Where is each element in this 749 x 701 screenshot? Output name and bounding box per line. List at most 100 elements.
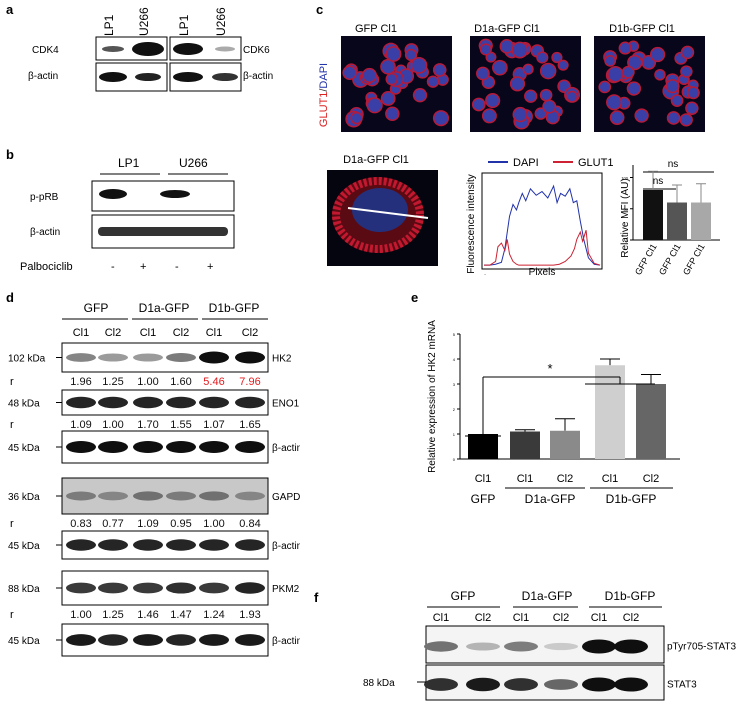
blot-band	[66, 441, 96, 453]
e-xtick: Cl2	[643, 473, 660, 485]
e-group-label: D1a-GFP	[525, 492, 576, 506]
profile-legend: DAPI GLUT1	[488, 157, 613, 169]
profile-series-dapi	[484, 184, 601, 266]
mfi-ylabel: Relative MFI (AU)	[620, 178, 631, 257]
e-ytick: 4	[453, 357, 456, 362]
panel-c: c GFP Cl1 D1a-GFP Cl1 D1b-GFP Cl1 GLUT1/…	[316, 2, 720, 275]
cell-nucleus-dot	[537, 52, 547, 63]
blot-protein-label: ENO1	[272, 399, 300, 410]
side-label-text: GLUT1/DAPI	[318, 63, 330, 127]
cell-nucleus-dot	[363, 69, 376, 82]
blot-band	[582, 677, 616, 692]
panel-letter-a: a	[6, 2, 14, 17]
group-label: LP1	[118, 156, 140, 170]
blot-protein-label: pTyr705-STAT3	[667, 642, 737, 653]
panel-f: f GFP D1a-GFP D1b-GFP Cl1 Cl2 Cl1 Cl2 Cl1 Cl2 pTy…	[314, 589, 737, 701]
blot-band	[235, 539, 265, 551]
cell-nucleus-dot	[559, 61, 568, 70]
e-ytick: 3	[453, 382, 456, 387]
blot-band	[544, 642, 578, 651]
panel-d: d GFP D1a-GFP D1b-GFP Cl1 Cl2 Cl1 Cl2 Cl1 Cl2 10…	[6, 290, 300, 657]
blot-band	[582, 639, 616, 654]
side-label: GLUT1/DAPI	[318, 63, 330, 127]
blot-band	[133, 396, 163, 409]
blot-band	[235, 396, 265, 409]
treatment-sign: -	[175, 261, 179, 273]
blot-band	[98, 491, 128, 501]
blot-band	[166, 582, 196, 594]
blot-band	[199, 491, 229, 501]
cell-nucleus-dot	[473, 99, 485, 110]
blot-frame	[61, 530, 269, 560]
cell-nucleus-dot	[672, 95, 682, 106]
cell-nucleus-dot	[525, 91, 536, 102]
blot-band	[199, 396, 229, 409]
blot-band	[160, 190, 190, 198]
kda-marker: 48 kDa	[8, 399, 40, 410]
blot-band	[173, 72, 203, 82]
cell-nucleus-dot	[524, 65, 533, 74]
blot-band	[132, 42, 164, 56]
ratio-label: r	[10, 518, 14, 530]
blot-band	[66, 396, 96, 409]
ratio-value: 1.47	[170, 609, 191, 621]
profile-ylabel: Fluorescence intensity	[466, 174, 477, 274]
mfi-bar	[691, 202, 711, 240]
cell-nucleus-dot	[681, 66, 692, 77]
clone-label: Cl1	[591, 612, 608, 624]
e-xtick: Cl1	[517, 473, 534, 485]
blot-band	[133, 634, 163, 646]
row-label: CDK4	[32, 45, 59, 56]
kda-marker: 45 kDa	[8, 443, 40, 454]
blot-protein-label: β-actin	[272, 541, 300, 552]
row-label: β-actin	[28, 71, 58, 82]
row-label: β-actin	[30, 227, 60, 238]
col-label: U266	[214, 7, 228, 36]
cell-nucleus-dot	[406, 50, 416, 60]
blot-band	[98, 396, 128, 409]
blot-band	[212, 73, 238, 81]
profile-lines	[484, 184, 601, 266]
clone-label: Cl2	[105, 327, 122, 339]
cell-nucleus-dot	[667, 80, 679, 92]
cell-nucleus-dot	[486, 94, 499, 107]
blot-band	[466, 642, 500, 651]
kda-marker: 102 kDa	[8, 354, 46, 365]
blot-band	[66, 582, 96, 594]
blot-frame	[61, 623, 269, 657]
panel-letter-f: f	[314, 590, 319, 605]
clone-label: Cl2	[553, 612, 570, 624]
cell-nucleus-dot	[437, 74, 448, 85]
cell-nucleus-dot	[681, 114, 692, 125]
ratio-value: 1.46	[137, 609, 158, 621]
cell-nucleus-dot	[623, 67, 634, 78]
image-title: D1a-GFP Cl1	[474, 23, 540, 35]
ratio-value: 1.09	[70, 419, 91, 431]
ratio-value: 1.00	[70, 609, 91, 621]
cell-nucleus-dot	[536, 108, 546, 119]
kda-marker: 36 kDa	[8, 492, 40, 503]
cell-nucleus-dot	[682, 47, 693, 58]
panel-d-blots: 102 kDa HK2 r 1.96 1.25 1.00 1.60 5.46 7.96 48 kD…	[8, 342, 300, 657]
cell-nucleus-dot	[628, 56, 641, 69]
blot-band	[66, 634, 96, 646]
blot-frame	[61, 342, 269, 373]
ratio-value: 1.24	[203, 609, 224, 621]
ratio-value: 1.55	[170, 419, 191, 431]
ratio-value: 1.93	[239, 609, 260, 621]
blot-band	[544, 679, 578, 690]
blot-band	[98, 582, 128, 594]
e-ytick: 2	[453, 407, 456, 412]
ratio-value: 1.70	[137, 419, 158, 431]
ratio-value: 5.46	[203, 376, 224, 388]
e-bar	[550, 430, 580, 459]
legend-label: DAPI	[513, 157, 539, 169]
ratio-value: 0.84	[239, 518, 260, 530]
blot-band	[424, 678, 458, 691]
ratio-value: 1.96	[70, 376, 91, 388]
e-xtick: Cl2	[557, 473, 574, 485]
mfi-bar	[643, 190, 663, 240]
e-bar	[510, 431, 540, 459]
cell-nucleus	[352, 188, 408, 232]
blot-frame	[425, 664, 665, 701]
